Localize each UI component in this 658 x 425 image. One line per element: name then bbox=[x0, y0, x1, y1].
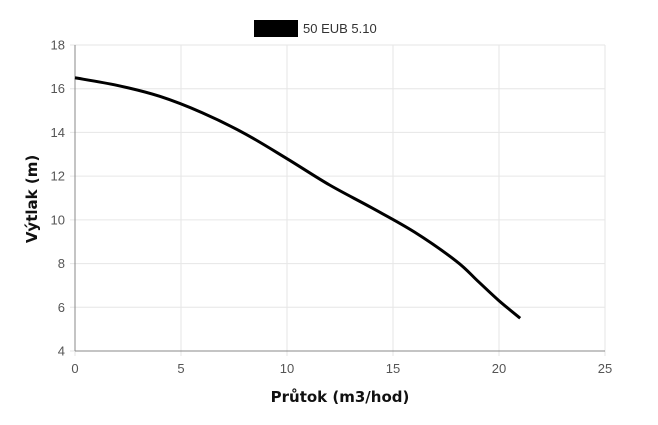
y-tick-labels: 4 6 8 10 12 14 16 18 bbox=[51, 38, 65, 359]
x-tick-label: 10 bbox=[280, 361, 294, 376]
y-tick-label: 14 bbox=[51, 125, 65, 140]
x-axis-title: Průtok (m3/hod) bbox=[271, 388, 410, 406]
y-axis-title: Výtlak (m) bbox=[23, 155, 41, 243]
x-tick-label: 25 bbox=[598, 361, 612, 376]
series-group bbox=[74, 76, 522, 320]
legend-label: 50 EUB 5.10 bbox=[303, 21, 377, 36]
legend-swatch bbox=[254, 20, 298, 37]
axes bbox=[74, 45, 605, 352]
legend[interactable]: 50 EUB 5.10 bbox=[254, 20, 377, 37]
x-tick-label: 20 bbox=[492, 361, 506, 376]
grid bbox=[70, 44, 606, 356]
y-tick-label: 6 bbox=[58, 300, 65, 315]
y-tick-label: 12 bbox=[51, 169, 65, 184]
y-tick-label: 16 bbox=[51, 81, 65, 96]
x-tick-labels: 0 5 10 15 20 25 bbox=[71, 361, 612, 376]
y-tick-label: 10 bbox=[51, 212, 65, 227]
y-tick-label: 4 bbox=[58, 344, 65, 359]
x-tick-label: 5 bbox=[177, 361, 184, 376]
y-tick-label: 18 bbox=[51, 38, 65, 53]
x-tick-label: 15 bbox=[386, 361, 400, 376]
x-tick-label: 0 bbox=[71, 361, 78, 376]
series-line bbox=[74, 76, 522, 320]
y-tick-label: 8 bbox=[58, 256, 65, 271]
